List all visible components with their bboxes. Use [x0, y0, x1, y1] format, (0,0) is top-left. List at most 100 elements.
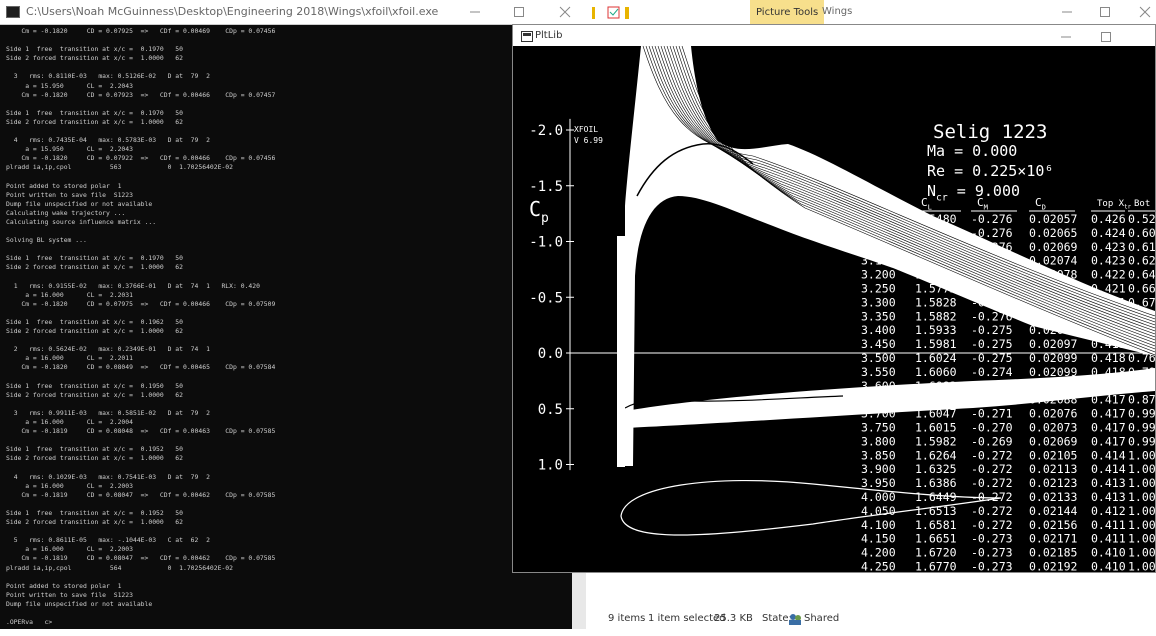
table-cell: 3.250 [861, 282, 896, 296]
window-title: C:\Users\Noah McGuinness\Desktop\Enginee… [26, 5, 438, 18]
ribbon-tab[interactable]: Picture Tools [750, 0, 824, 25]
column-header-base: C [921, 196, 928, 209]
output-line: Point written to save file S1223 [6, 591, 568, 600]
column-header-sub: M [984, 202, 988, 211]
table-cell: 0.879 [1128, 393, 1155, 407]
leading-edge-strip [617, 236, 625, 467]
output-line: 4 rms: 0.1029E-03 max: 0.7541E-03 D at 7… [6, 473, 568, 482]
status-item: 9 items [608, 613, 645, 624]
output-line: plradd ia,ip,cpol 564 0 1.70256402E-02 [6, 564, 568, 573]
table-cell: 0.02069 [1029, 434, 1078, 448]
output-line: Solving BL system ... [6, 236, 568, 245]
ncr: Ncr = 9.000 [927, 182, 1020, 204]
column-header: Bot Xtr [1134, 199, 1155, 211]
table-cell: 3.900 [861, 462, 896, 476]
close[interactable] [560, 7, 570, 17]
output-block: Side 1 free transition at x/c = 0.1970 5… [6, 109, 568, 127]
output-block: Side 1 free transition at x/c = 0.1950 5… [6, 382, 568, 400]
table-cell: 3.550 [861, 365, 896, 379]
table-cell: 0.02156 [1029, 518, 1078, 532]
table-cell: 1.6015 [915, 421, 957, 435]
table-cell: 0.997 [1128, 434, 1155, 448]
column-header: Top Xtr [1097, 199, 1132, 211]
table-cell: 0.411 [1091, 518, 1126, 532]
y-tick-label: 0.0 [538, 346, 563, 362]
output-block: 1 rms: 0.9155E-02 max: 0.3766E-01 D at 7… [6, 282, 568, 309]
output-line: Side 2 forced transition at x/c = 1.0000… [6, 391, 568, 400]
output-line: 3 rms: 0.8110E-03 max: 0.5126E-02 D at 7… [6, 72, 568, 81]
output-line: a = 16.000 CL = 2.2011 [6, 354, 568, 363]
table-cell: 1.000 [1128, 546, 1155, 560]
output-line: Side 2 forced transition at x/c = 1.0000… [6, 454, 568, 463]
output-block: Cm = -0.1820 CD = 0.07925 => CDf = 0.004… [6, 27, 568, 36]
table-cell: 0.423 [1091, 254, 1126, 268]
output-line: Side 2 forced transition at x/c = 1.0000… [6, 54, 568, 63]
table-cell: 1.000 [1128, 532, 1155, 546]
y-tick-label: -1.5 [529, 179, 563, 195]
table-cell: 1.6024 [915, 351, 957, 365]
output-line: Cm = -0.1820 CD = 0.07922 => CDf = 0.004… [6, 154, 568, 163]
column-header-base: C [1035, 196, 1042, 209]
output-line: Side 1 free transition at x/c = 0.1962 5… [6, 318, 568, 327]
maximize[interactable] [1101, 8, 1110, 17]
column-header-sub: tr [1124, 205, 1132, 211]
cp-label-sub: p [541, 211, 549, 226]
table-cell: 4.150 [861, 532, 896, 546]
table-cell: 1.5982 [915, 434, 957, 448]
output-block: 3 rms: 0.8110E-03 max: 0.5126E-02 D at 7… [6, 72, 568, 99]
table-cell: 0.02057 [1029, 212, 1078, 226]
maximize[interactable] [1102, 33, 1111, 42]
table-cell: 1.5981 [915, 337, 957, 351]
table-cell: 1.5933 [915, 323, 957, 337]
program-label: XFOIL [574, 125, 598, 134]
output-line: Dump file unspecified or not available [6, 200, 568, 209]
table-cell: 3.400 [861, 323, 896, 337]
table-cell: 0.02185 [1029, 546, 1077, 560]
title-bar: C:\Users\Noah McGuinness\Desktop\Enginee… [0, 0, 586, 25]
quick-access[interactable] [592, 6, 672, 20]
table-cell: -0.274 [971, 365, 1013, 379]
table-cell: 0.602 [1128, 226, 1155, 240]
output-block: Solving BL system ... [6, 236, 568, 245]
table-cell: 0.411 [1091, 532, 1126, 546]
output-line: 3 rms: 0.9911E-03 max: 0.5851E-02 D at 7… [6, 409, 568, 418]
table-cell: 1.6513 [915, 504, 957, 518]
output-line: Side 2 forced transition at x/c = 1.0000… [6, 518, 568, 527]
table-cell: -0.273 [971, 546, 1013, 560]
status-item: Shared [804, 613, 839, 624]
table-cell: 1.000 [1128, 462, 1155, 476]
table-cell: -0.270 [971, 421, 1013, 435]
table-cell: 0.417 [1091, 421, 1126, 435]
table-cell: 3.800 [861, 434, 896, 448]
maximize[interactable] [515, 8, 524, 17]
table-cell: 1.000 [1128, 490, 1155, 504]
program-label: V 6.99 [574, 136, 603, 145]
table-cell: 0.413 [1091, 490, 1126, 504]
table-cell: 0.02076 [1029, 407, 1078, 421]
output-line: Calculating wake trajectory ... [6, 209, 568, 218]
table-cell: -0.275 [971, 351, 1013, 365]
table-cell: -0.275 [971, 323, 1013, 337]
table-cell: 3.750 [861, 421, 896, 435]
output-line: Cm = -0.1819 CD = 0.08048 => CDf = 0.004… [6, 427, 568, 436]
column-header-sub: D [1042, 202, 1046, 211]
table-cell: 4.100 [861, 518, 896, 532]
output-block: 4 rms: 0.1029E-03 max: 0.7541E-03 D at 7… [6, 473, 568, 500]
table-cell: 4.250 [861, 560, 896, 573]
output-line: Dump file unspecified or not available [6, 600, 568, 609]
table-cell: 0.414 [1091, 448, 1126, 462]
output-line: Point written to save file S1223 [6, 191, 568, 200]
window-controls [1062, 5, 1154, 19]
console-window: C:\Users\Noah McGuinness\Desktop\Enginee… [0, 0, 586, 629]
output-line: Side 2 forced transition at x/c = 1.0000… [6, 327, 568, 336]
output-line: Side 1 free transition at x/c = 0.1970 5… [6, 45, 568, 54]
close[interactable] [1140, 7, 1150, 17]
output-line: plradd ia,ip,cpol 563 0 1.70256402E-02 [6, 163, 568, 172]
output-line: Calculating source influence matrix ... [6, 218, 568, 227]
table-cell: 0.629 [1128, 254, 1155, 268]
column-header-base: Top X [1097, 199, 1125, 209]
table-cell: 3.200 [861, 268, 896, 282]
output-line: 5 rms: 0.8611E-05 max: -.1044E-03 C at 6… [6, 536, 568, 545]
